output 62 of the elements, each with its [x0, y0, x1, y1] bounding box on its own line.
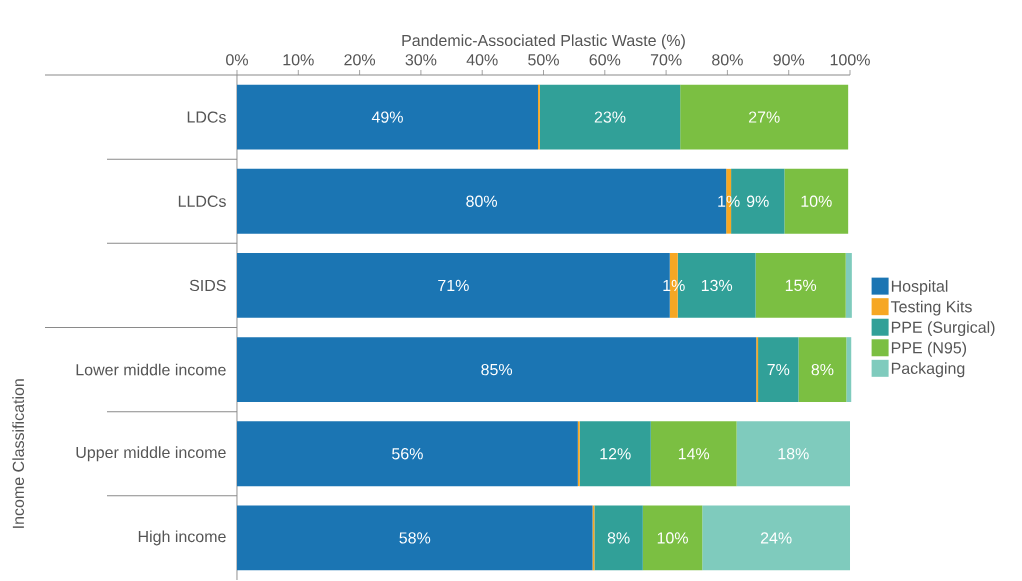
y-tick-label: SIDS — [189, 279, 226, 292]
bar — [642, 505, 703, 571]
bar — [702, 505, 851, 571]
bar — [846, 337, 852, 402]
bar — [680, 84, 849, 150]
x-tick-label: 30% — [405, 54, 437, 66]
bar — [845, 253, 852, 318]
bar — [237, 84, 538, 150]
y-tick-label: Upper middle income — [76, 446, 226, 462]
x-axis-title: Pandemic-Associated Plastic Waste (%) — [402, 34, 685, 50]
bar — [237, 421, 578, 487]
x-tick-label: 70% — [650, 54, 682, 66]
data-label: 49% — [371, 111, 403, 123]
bar — [539, 84, 681, 150]
data-label: 85% — [481, 363, 513, 376]
bar — [237, 337, 757, 402]
legend-label: Testing Kits — [890, 300, 972, 316]
x-tick-label: 20% — [344, 54, 376, 66]
data-label: 13% — [701, 279, 733, 292]
y-axis-title: Income Classification — [12, 379, 25, 528]
y-tick-label: High income — [138, 530, 226, 546]
data-label: 10% — [657, 532, 688, 544]
data-label: 18% — [778, 448, 809, 460]
data-label: 27% — [748, 111, 780, 123]
y-tick-label: LLDCs — [178, 195, 226, 207]
y-tick-label: LDCs — [187, 111, 226, 123]
x-tick-label: 50% — [528, 54, 559, 66]
bar — [594, 505, 643, 571]
x-tick-label: 10% — [283, 54, 314, 66]
legend-label: PPE (N95) — [891, 341, 967, 357]
bar — [237, 505, 593, 571]
bar — [758, 337, 799, 402]
bar — [736, 421, 851, 487]
data-label: 14% — [678, 448, 710, 460]
legend-label: PPE (Surgical) — [891, 321, 995, 337]
x-tick-label: 0% — [226, 54, 248, 66]
y-tick-label: Lower middle income — [76, 363, 226, 376]
bar — [579, 421, 651, 487]
data-label: 71% — [438, 279, 469, 292]
legend-label: Hospital — [891, 280, 948, 296]
data-label: 56% — [392, 448, 423, 460]
x-tick-label: 90% — [773, 54, 805, 66]
data-label: 80% — [466, 195, 498, 207]
data-label: 15% — [785, 279, 817, 292]
x-tick-label: 40% — [466, 54, 498, 66]
bar — [798, 337, 847, 402]
x-tick-label: 60% — [589, 54, 621, 66]
data-label: 9% — [746, 195, 769, 207]
legend-label: Packaging — [891, 362, 965, 378]
bar — [755, 253, 846, 318]
x-tick-label: 100% — [830, 54, 870, 66]
data-label: 7% — [767, 363, 790, 376]
data-label: 12% — [600, 448, 631, 460]
data-label: 24% — [760, 532, 792, 544]
data-label: 8% — [607, 532, 630, 544]
data-label: 10% — [801, 195, 832, 207]
data-label: 58% — [399, 532, 431, 544]
data-label: 8% — [811, 363, 834, 376]
x-tick-label: 80% — [712, 54, 743, 66]
data-label: 23% — [594, 111, 626, 123]
bar — [784, 168, 849, 234]
bar — [650, 421, 737, 487]
